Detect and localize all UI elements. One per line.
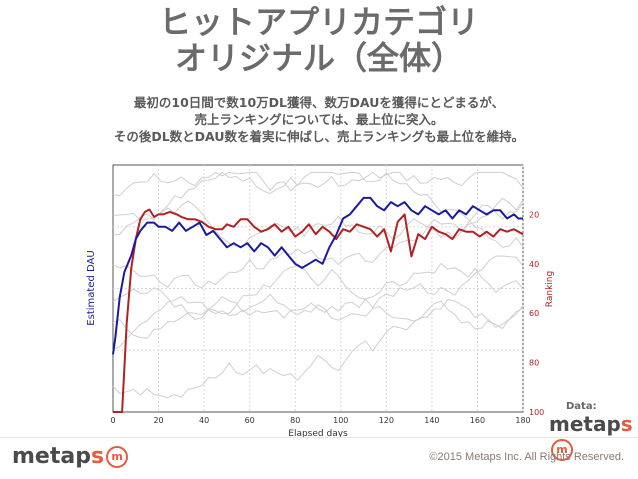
y-right-tick-label: 40: [529, 260, 539, 269]
x-tick-label: 20: [153, 416, 163, 425]
series-group: [112, 196, 524, 413]
copyright-text: ©2015 Metaps Inc. All Rights Reserved.: [429, 451, 624, 463]
logo-text-accent: s: [620, 412, 633, 436]
summary-line-2: 売上ランキングについては、最上位に突入。: [194, 112, 444, 127]
background-series-line: [112, 262, 524, 350]
data-source-label: Data:: [566, 401, 597, 412]
x-axis-label: Elapsed days: [288, 429, 348, 439]
logo-text-accent: s: [90, 444, 105, 469]
logo-badge-icon: m: [106, 446, 129, 468]
data-source-logo: metaps m: [549, 412, 638, 461]
x-tick-label: 180: [515, 416, 530, 425]
y-right-tick-label: 100: [529, 408, 544, 417]
x-tick-label: 120: [379, 416, 394, 425]
background-series-line: [112, 287, 524, 330]
y-right-axis-label: Ranking: [545, 271, 555, 307]
summary-line-1: 最初の10日間で数10万DL獲得、数万DAUを獲得にとどまるが、: [133, 95, 505, 110]
logo-text: metap: [549, 412, 621, 436]
y-right-tick-label: 60: [529, 309, 539, 318]
slide-title-line-1: ヒットアプリカテゴリ: [158, 3, 479, 41]
y-left-axis-label: Estimated DAU: [86, 250, 97, 325]
x-tick-label: 160: [470, 416, 485, 425]
summary-line-3: その後DL数とDAU数を着実に伸ばし、売上ランキングも最上位を維持。: [113, 129, 525, 144]
background-series-line: [112, 171, 524, 248]
background-series-line: [112, 255, 524, 339]
x-tick-label: 80: [290, 416, 300, 425]
logo-badge-icon: m: [551, 438, 573, 461]
x-tick-label: 140: [424, 416, 439, 425]
footer-divider: [0, 437, 638, 438]
y-right-tick-label: 20: [529, 210, 539, 219]
ranking-series-line: [113, 208, 524, 413]
slide-title-line-2: オリジナル（全体）: [174, 39, 463, 77]
x-tick-label: 40: [199, 416, 209, 425]
background-series-line: [112, 171, 524, 197]
x-tick-label: 60: [245, 416, 255, 425]
y-right-tick-label: 80: [529, 359, 539, 368]
background-series: [112, 171, 524, 399]
company-logo: metaps m: [12, 444, 129, 469]
x-axis-ticks: 0 20 40 60 80 100 120 140 160 180: [110, 416, 530, 425]
background-series-line: [112, 200, 524, 248]
x-tick-label: 0: [110, 416, 115, 425]
background-series-line: [112, 197, 524, 289]
background-series-line: [112, 299, 524, 399]
y-right-axis-ticks: 20 40 60 80 100: [529, 210, 544, 417]
logo-text: metap: [12, 444, 91, 469]
x-tick-label: 100: [333, 416, 348, 425]
dau-series-line: [112, 196, 523, 355]
